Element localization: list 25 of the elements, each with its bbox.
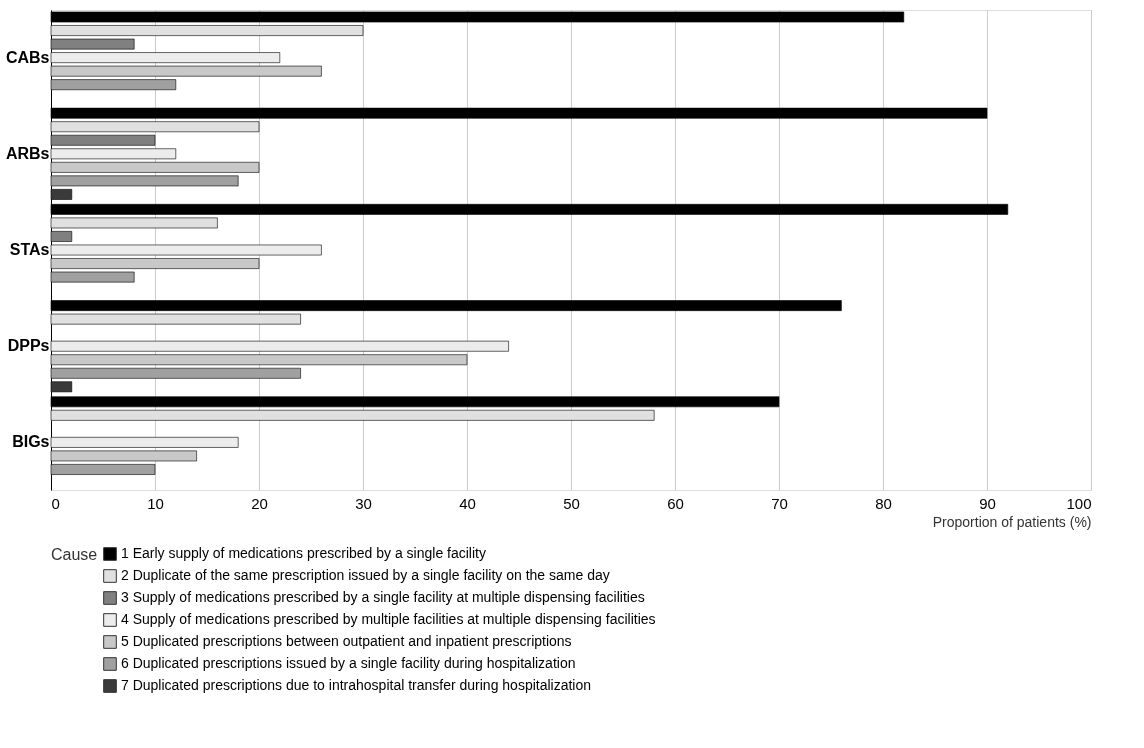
legend-label: 2 Duplicate of the same prescription issued by a single facility on the same day: [121, 567, 610, 583]
x-tick-label: 0: [51, 494, 60, 512]
x-axis-title: Proportion of patients (%): [932, 513, 1092, 530]
legend-label: 6 Duplicated prescriptions issued by a single facility during hospitalization: [121, 655, 576, 671]
legend-label: 5 Duplicated prescriptions between outpatient and inpatient prescriptions: [121, 633, 572, 649]
x-tick-label: 70: [771, 494, 788, 512]
x-tick-label: 60: [667, 494, 684, 512]
x-tick-label: 40: [459, 494, 476, 512]
legend-label: 7 Duplicated prescriptions due to intrahospital transfer during hospitalization: [121, 677, 592, 693]
x-tick-label: 20: [251, 494, 268, 512]
y-tick-label: BIGs: [12, 433, 50, 451]
x-tick-label: 100: [1066, 494, 1092, 512]
legend-label: 3 Supply of medications prescribed by a single facility at multiple dispensing facilities: [121, 589, 645, 605]
x-tick-label: 90: [979, 494, 996, 512]
x-tick-label: 80: [875, 494, 892, 512]
x-tick-label: 50: [563, 494, 580, 512]
y-tick-label: DPPs: [7, 337, 50, 355]
y-tick-label: CABs: [5, 48, 50, 66]
legend-title: Cause: [51, 546, 98, 563]
legend-label: 4 Supply of medications prescribed by multiple facilities at multiple dispensing facilities: [121, 611, 656, 627]
y-tick-label: STAs: [9, 241, 50, 258]
y-tick-label: ARBs: [5, 144, 50, 162]
x-tick-label: 10: [147, 494, 164, 512]
x-tick-label: 30: [355, 494, 372, 512]
legend-label: 1 Early supply of medications prescribed by a single facility: [121, 545, 486, 561]
